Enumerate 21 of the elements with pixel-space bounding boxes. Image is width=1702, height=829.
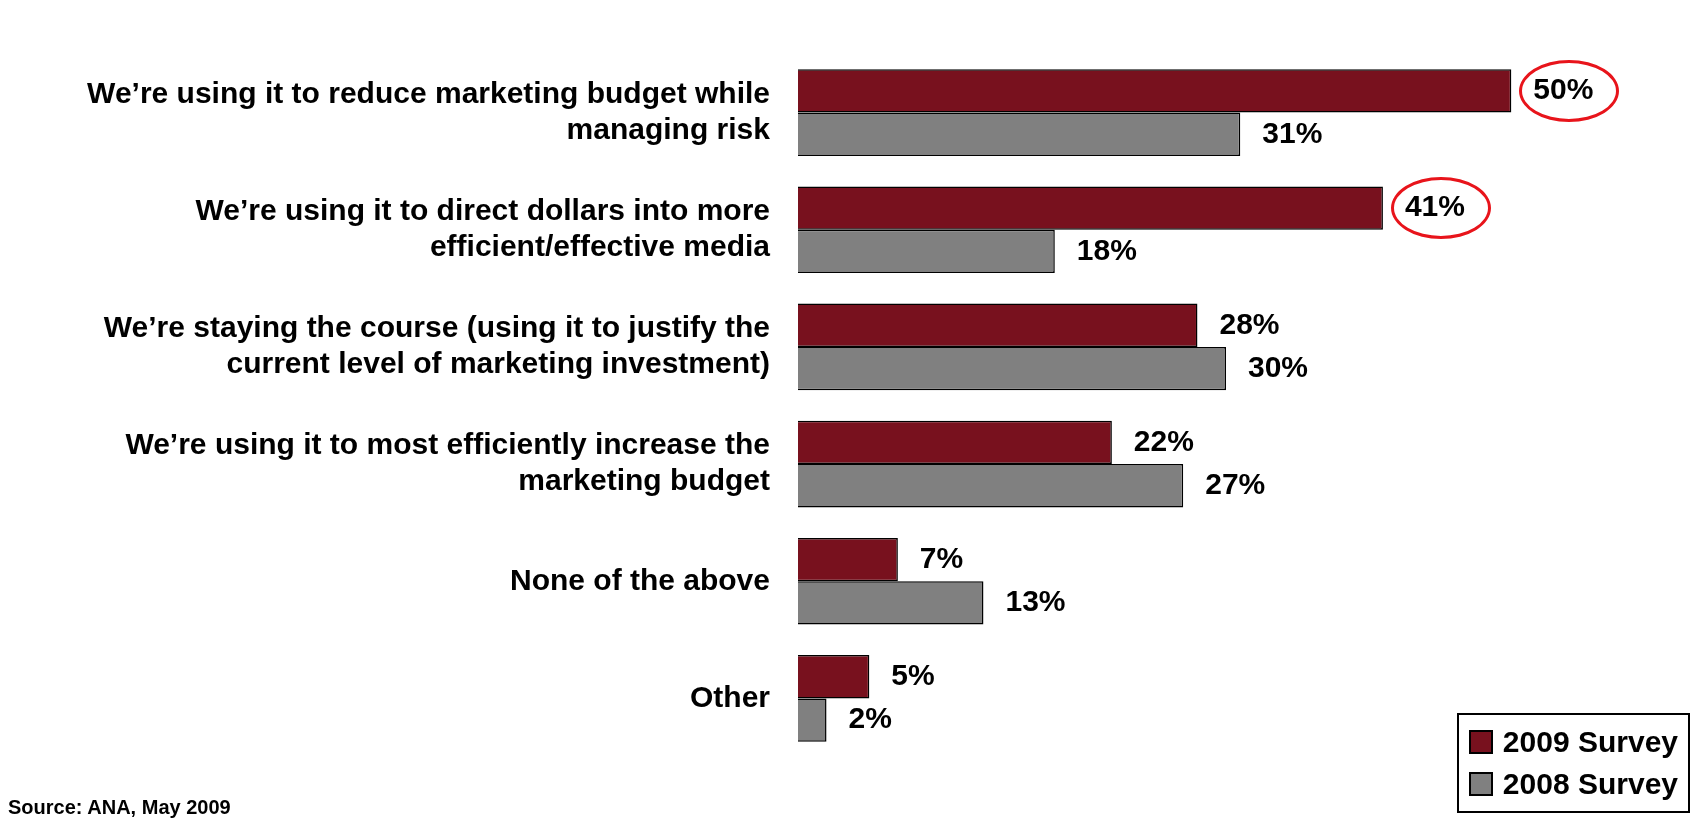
y-tick-label: We’re using it to reduce marketing budget while managing risk: [87, 75, 771, 145]
y-tick-label: Other: [689, 679, 771, 713]
y-tick-label: We’re staying the course (using it to justify the current level of marketing investment): [103, 310, 770, 380]
data-label: 28%: [1219, 306, 1280, 340]
data-label: 27%: [1205, 467, 1266, 501]
data-label: 31%: [1262, 115, 1323, 149]
data-label: 50%: [1533, 72, 1594, 106]
y-tick-label: We’re using it to direct dollars into more efficient/effective media: [195, 193, 771, 263]
data-label: 2%: [848, 701, 892, 735]
data-label: 13%: [1005, 584, 1066, 618]
y-tick-label: We’re using it to most efficiently increase the marketing budget: [125, 427, 770, 497]
data-label: 5%: [891, 658, 935, 692]
y-tick-label: None of the above: [509, 562, 770, 596]
legend-label: 2008 Survey: [1502, 766, 1678, 802]
data-label: 18%: [1076, 232, 1137, 266]
data-label: 30%: [1248, 349, 1309, 383]
data-label: 41%: [1404, 189, 1465, 223]
source-note: Source: ANA, May 2009: [8, 796, 231, 819]
legend-label: 2009 Survey: [1502, 724, 1678, 760]
data-label: 22%: [1133, 423, 1194, 457]
data-label: 7%: [919, 540, 964, 574]
